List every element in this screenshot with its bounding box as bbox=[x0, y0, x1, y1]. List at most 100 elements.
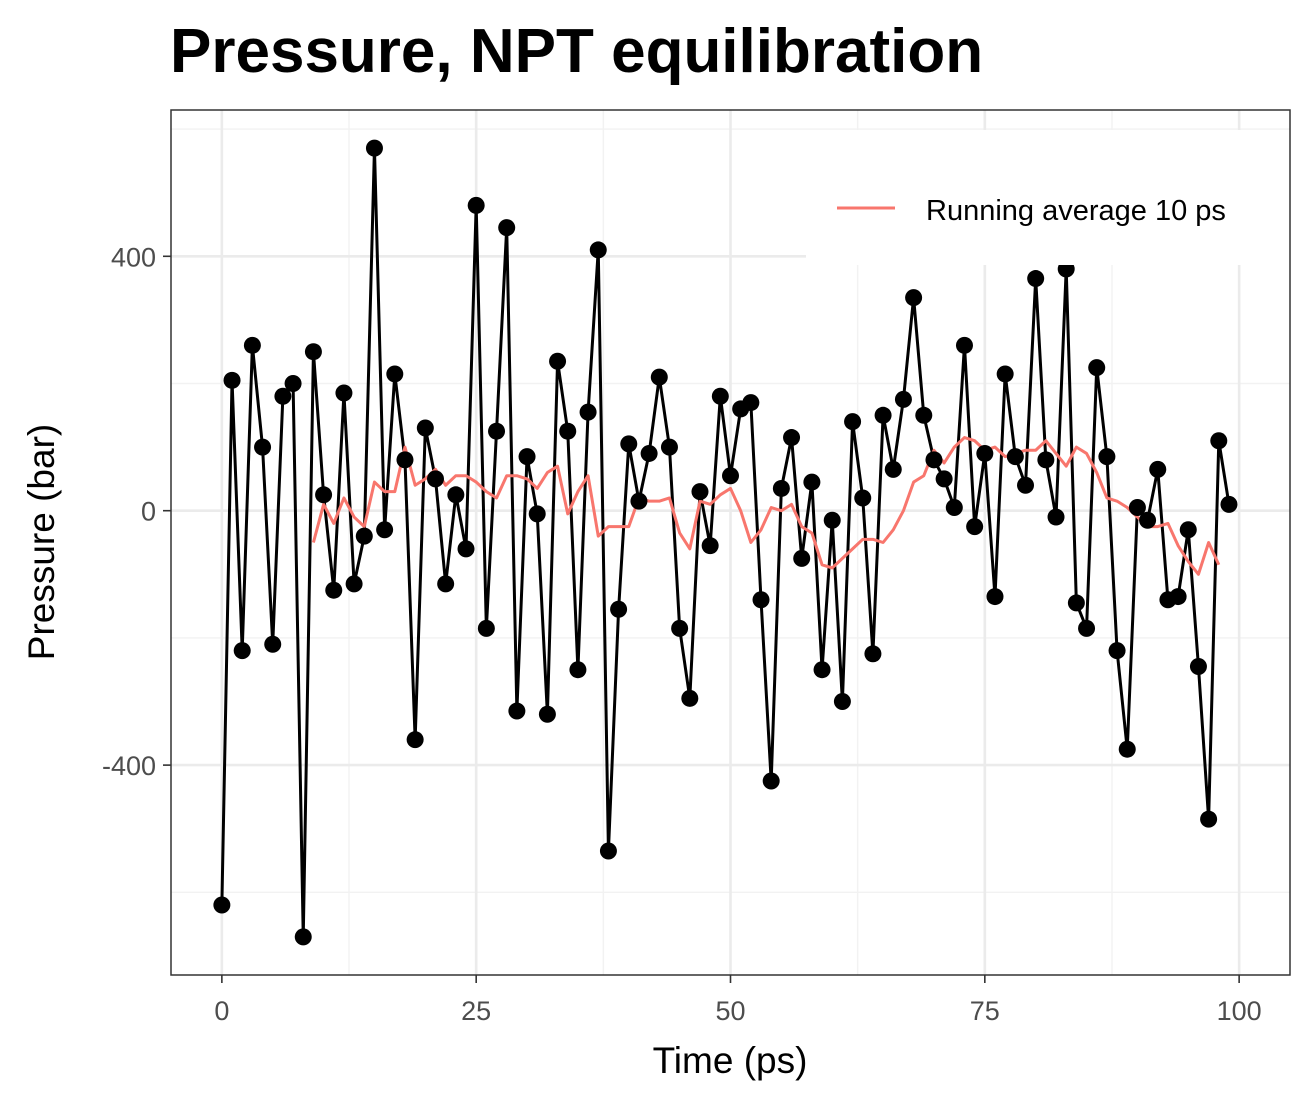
pressure-point bbox=[925, 451, 943, 469]
pressure-point bbox=[793, 549, 811, 567]
pressure-point bbox=[254, 438, 272, 456]
pressure-point bbox=[213, 896, 231, 914]
pressure-point bbox=[426, 470, 444, 488]
pressure-line bbox=[220, 146, 1231, 939]
y-axis: -400 0 400 bbox=[102, 242, 171, 781]
pressure-point bbox=[711, 387, 729, 405]
pressure-point bbox=[874, 406, 892, 424]
pressure-point bbox=[681, 689, 699, 707]
pressure-point bbox=[1088, 359, 1106, 377]
pressure-point bbox=[742, 394, 760, 412]
pressure-point bbox=[1169, 588, 1187, 606]
x-tick-label: 75 bbox=[970, 996, 1000, 1026]
pressure-point bbox=[243, 336, 261, 354]
pressure-point bbox=[996, 365, 1014, 383]
x-axis-title: Time (ps) bbox=[653, 1040, 808, 1081]
pressure-point bbox=[284, 374, 302, 392]
pressure-point bbox=[640, 444, 658, 462]
pressure-point bbox=[1128, 499, 1146, 517]
pressure-point bbox=[498, 219, 516, 237]
pressure-point bbox=[1006, 448, 1024, 466]
pressure-point bbox=[1220, 495, 1238, 513]
pressure-point bbox=[549, 352, 567, 370]
pressure-point bbox=[599, 842, 617, 860]
pressure-point bbox=[915, 406, 933, 424]
pressure-point bbox=[315, 486, 333, 504]
pressure-point bbox=[966, 518, 984, 536]
pressure-point bbox=[1108, 642, 1126, 660]
chart-title: Pressure, NPT equilibration bbox=[170, 17, 983, 86]
y-tick-label: 400 bbox=[111, 242, 156, 272]
pressure-point bbox=[701, 537, 719, 555]
pressure-point bbox=[365, 139, 383, 157]
pressure-point bbox=[355, 527, 373, 545]
pressure-point bbox=[752, 591, 770, 609]
pressure-point bbox=[508, 702, 526, 720]
pressure-point bbox=[589, 241, 607, 259]
pressure-point bbox=[1149, 460, 1167, 478]
pressure-point bbox=[1139, 511, 1157, 529]
pressure-point bbox=[803, 473, 821, 491]
pressure-point bbox=[325, 581, 343, 599]
pressure-point bbox=[1078, 619, 1096, 637]
pressure-point bbox=[477, 619, 495, 637]
pressure-point bbox=[1027, 270, 1045, 288]
pressure-point bbox=[518, 448, 536, 466]
pressure-point bbox=[833, 693, 851, 711]
pressure-point bbox=[488, 422, 506, 440]
data-layer bbox=[213, 139, 1238, 946]
pressure-point bbox=[976, 444, 994, 462]
pressure-point bbox=[1200, 810, 1218, 828]
pressure-point bbox=[416, 419, 434, 437]
pressure-point bbox=[1118, 740, 1136, 758]
pressure-point bbox=[650, 368, 668, 386]
running-average-line bbox=[311, 436, 1221, 576]
pressure-point bbox=[1017, 476, 1035, 494]
pressure-point bbox=[1179, 521, 1197, 539]
pressure-point bbox=[304, 343, 322, 361]
pressure-point bbox=[294, 928, 312, 946]
pressure-point bbox=[233, 642, 251, 660]
pressure-point bbox=[437, 575, 455, 593]
pressure-point bbox=[762, 772, 780, 790]
y-tick-label: 0 bbox=[141, 497, 156, 527]
pressure-point bbox=[884, 460, 902, 478]
pressure-point bbox=[396, 451, 414, 469]
pressure-point bbox=[905, 289, 923, 307]
pressure-point bbox=[457, 540, 475, 558]
pressure-point bbox=[823, 511, 841, 529]
pressure-point bbox=[345, 575, 363, 593]
pressure-point bbox=[722, 467, 739, 485]
pressure-point bbox=[579, 403, 597, 421]
pressure-point bbox=[620, 435, 638, 453]
pressure-point bbox=[386, 365, 404, 383]
pressure-point bbox=[854, 489, 872, 507]
pressure-point bbox=[1210, 432, 1228, 450]
pressure-point bbox=[538, 705, 556, 723]
pressure-point bbox=[986, 588, 1004, 606]
y-axis-title: Pressure (bar) bbox=[21, 424, 62, 660]
pressure-point bbox=[559, 422, 577, 440]
pressure-point bbox=[274, 387, 292, 405]
pressure-point bbox=[864, 645, 882, 663]
x-axis: 0 25 50 75 100 bbox=[214, 975, 1262, 1026]
pressure-point bbox=[335, 384, 353, 402]
legend: Running average 10 ps bbox=[806, 130, 1314, 265]
pressure-point bbox=[691, 483, 709, 501]
pressure-point bbox=[1037, 451, 1055, 469]
pressure-point bbox=[1189, 658, 1207, 676]
pressure-point bbox=[671, 619, 689, 637]
x-tick-label: 0 bbox=[214, 996, 229, 1026]
pressure-point bbox=[894, 390, 912, 408]
pressure-point bbox=[1047, 508, 1065, 526]
pressure-point bbox=[630, 492, 648, 510]
pressure-point bbox=[406, 731, 424, 749]
pressure-point bbox=[935, 470, 953, 488]
pressure-point bbox=[783, 429, 801, 447]
pressure-point bbox=[955, 336, 973, 354]
pressure-point bbox=[1098, 448, 1116, 466]
x-tick-label: 100 bbox=[1217, 996, 1262, 1026]
pressure-point bbox=[945, 499, 963, 517]
pressure-point bbox=[569, 661, 587, 679]
